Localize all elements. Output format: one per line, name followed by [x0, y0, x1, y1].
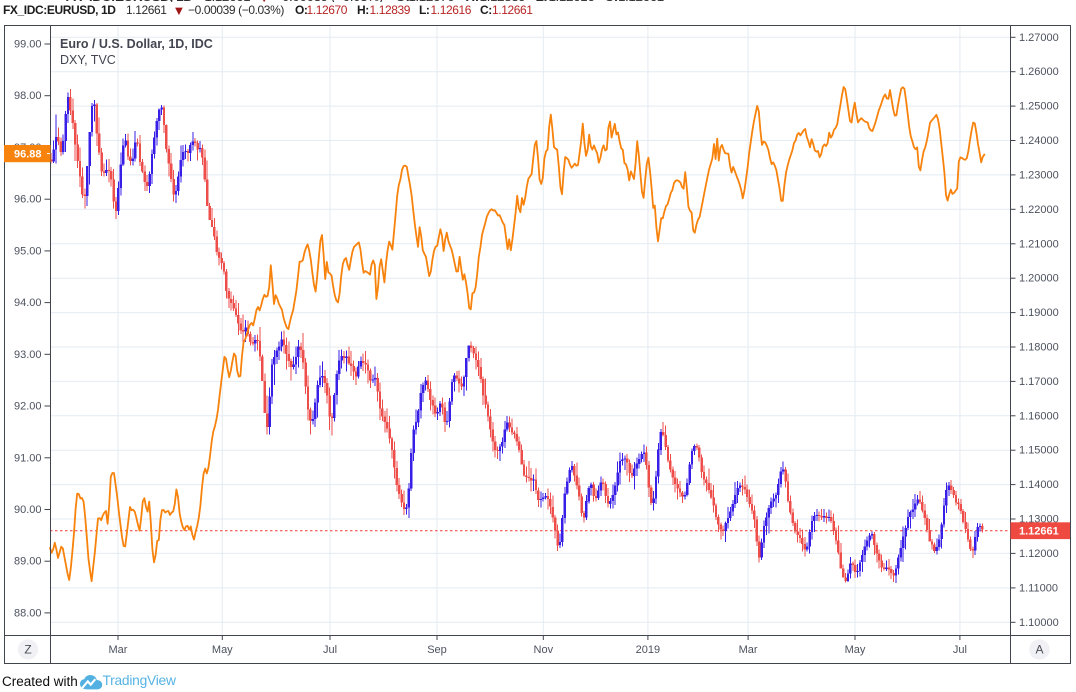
svg-text:2019: 2019	[636, 644, 660, 656]
svg-text:1.11000: 1.11000	[1019, 582, 1058, 594]
svg-text:Mar: Mar	[109, 644, 128, 656]
svg-text:Sep: Sep	[427, 644, 447, 656]
svg-text:90.00: 90.00	[14, 504, 42, 516]
svg-text:1.26000: 1.26000	[1019, 66, 1059, 78]
svg-text:96.88: 96.88	[14, 148, 42, 160]
svg-text:1.22000: 1.22000	[1019, 204, 1059, 216]
svg-text:Mar: Mar	[739, 644, 758, 656]
svg-text:1.12000: 1.12000	[1019, 548, 1059, 560]
svg-text:1.20000: 1.20000	[1019, 273, 1059, 285]
svg-text:1.24000: 1.24000	[1019, 135, 1059, 147]
svg-text:Jul: Jul	[323, 644, 337, 656]
svg-text:1.25000: 1.25000	[1019, 101, 1059, 113]
svg-text:1.27000: 1.27000	[1019, 32, 1059, 44]
svg-text:May: May	[845, 644, 866, 656]
svg-text:Z: Z	[24, 643, 31, 657]
svg-text:1.17000: 1.17000	[1019, 376, 1059, 388]
svg-text:93.00: 93.00	[14, 349, 42, 361]
svg-text:94.00: 94.00	[14, 297, 42, 309]
svg-text:1.18000: 1.18000	[1019, 342, 1059, 354]
svg-text:1.12661: 1.12661	[1019, 526, 1059, 538]
svg-text:1.21000: 1.21000	[1019, 238, 1059, 250]
svg-text:88.00: 88.00	[14, 607, 42, 619]
svg-text:96.00: 96.00	[14, 194, 42, 206]
svg-text:A: A	[1035, 643, 1043, 657]
svg-text:1.10000: 1.10000	[1019, 617, 1059, 629]
svg-text:98.00: 98.00	[14, 90, 42, 102]
svg-text:1.19000: 1.19000	[1019, 307, 1059, 319]
svg-text:95.00: 95.00	[14, 245, 42, 257]
svg-text:DXY, TVC: DXY, TVC	[60, 53, 116, 67]
svg-text:May: May	[212, 644, 233, 656]
svg-text:1.15000: 1.15000	[1019, 445, 1059, 457]
svg-text:91.00: 91.00	[14, 452, 42, 464]
svg-text:1.23000: 1.23000	[1019, 169, 1059, 181]
svg-text:Jul: Jul	[953, 644, 967, 656]
svg-text:Euro / U.S. Dollar, 1D, IDC: Euro / U.S. Dollar, 1D, IDC	[60, 37, 213, 51]
svg-text:99.00: 99.00	[14, 39, 42, 51]
svg-text:1.16000: 1.16000	[1019, 410, 1059, 422]
svg-text:89.00: 89.00	[14, 556, 42, 568]
svg-text:Nov: Nov	[534, 644, 554, 656]
svg-text:92.00: 92.00	[14, 401, 42, 413]
svg-text:1.14000: 1.14000	[1019, 479, 1059, 491]
